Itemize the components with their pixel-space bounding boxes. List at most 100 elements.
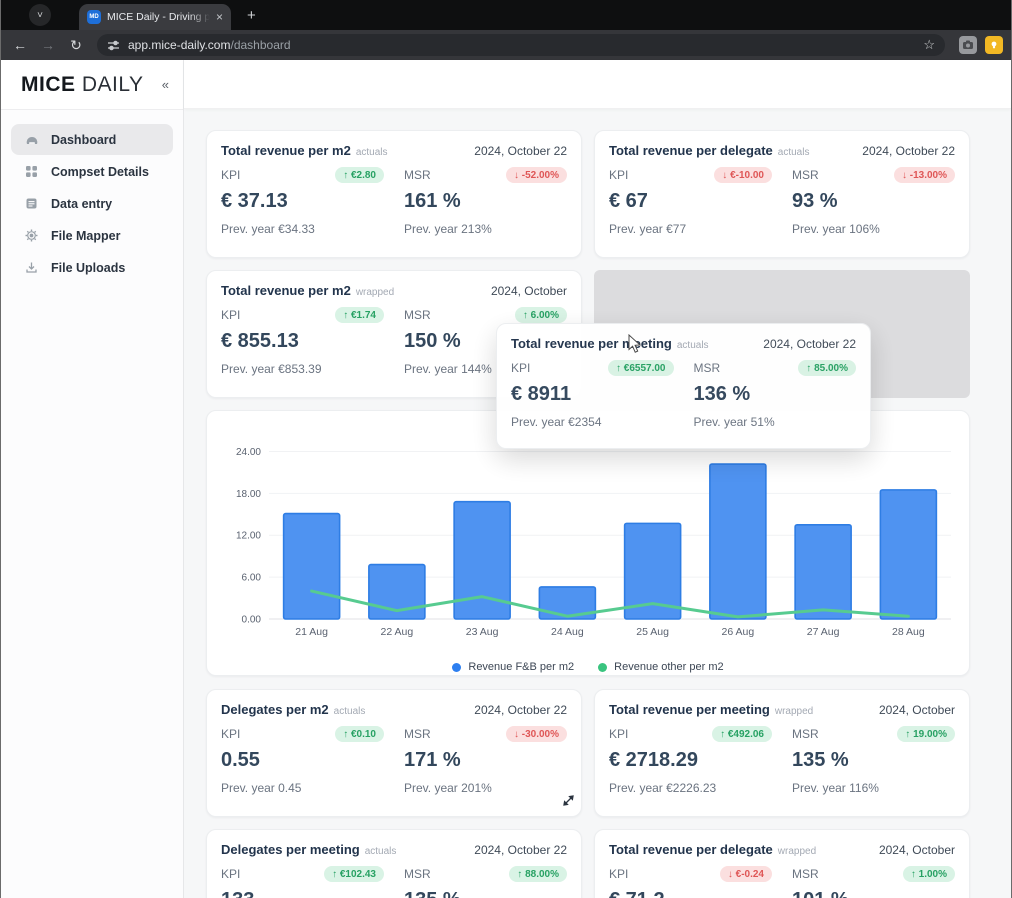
card-tag: actuals bbox=[364, 846, 397, 857]
msr-label: MSR bbox=[404, 308, 431, 322]
sidebar: MICE DAILY « Dashboard Compset Details Dat… bbox=[1, 60, 184, 898]
legend-label: Revenue F&B per m2 bbox=[468, 661, 575, 673]
svg-text:18.00: 18.00 bbox=[236, 489, 261, 500]
kpi-card-total-revenue-per-meeting-actuals[interactable]: Total revenue per meeting actuals 2024, … bbox=[496, 323, 871, 449]
kpi-label: KPI bbox=[221, 308, 241, 322]
logo-row: MICE DAILY « bbox=[1, 60, 183, 110]
kpi-value: 0.55 bbox=[221, 749, 260, 771]
msr-value: 150 % bbox=[404, 330, 461, 352]
msr-label: MSR bbox=[792, 727, 819, 741]
kpi-card-delegates-per-m2-actuals[interactable]: Delegates per m2 actuals 2024, October 2… bbox=[206, 689, 582, 817]
extension-icon[interactable] bbox=[985, 36, 1003, 54]
site-favicon: MD bbox=[87, 10, 101, 24]
sidebar-nav: Dashboard Compset Details Data entry File M… bbox=[1, 110, 183, 297]
address-bar[interactable]: app.mice-daily.com/dashboard ☆ bbox=[97, 34, 945, 56]
legend-item[interactable]: Revenue F&B per m2 bbox=[452, 661, 574, 673]
download-icon bbox=[25, 261, 39, 275]
app-logo: MICE DAILY bbox=[21, 72, 144, 96]
bookmark-star-icon[interactable]: ☆ bbox=[923, 37, 935, 52]
sidebar-item-file-uploads[interactable]: File Uploads bbox=[11, 252, 173, 283]
msr-change-badge: ↓ -52.00% bbox=[505, 167, 567, 183]
msr-value: 136 % bbox=[693, 383, 751, 405]
msr-label: MSR bbox=[404, 168, 431, 182]
kpi-label: KPI bbox=[221, 168, 241, 182]
card-date: 2024, October 22 bbox=[763, 337, 856, 351]
msr-label: MSR bbox=[792, 867, 819, 881]
card-tag: wrapped bbox=[774, 706, 814, 717]
card-date: 2024, October 22 bbox=[862, 144, 955, 158]
card-title: Total revenue per delegate bbox=[609, 842, 773, 857]
screenshot-extension-icon[interactable] bbox=[959, 36, 977, 54]
dashboard-app: MICE DAILY « Dashboard Compset Details Dat… bbox=[1, 60, 1011, 898]
kpi-card-total-revenue-per-delegate-wrapped[interactable]: Total revenue per delegate wrapped 2024,… bbox=[594, 829, 970, 898]
revenue-bar-chart[interactable]: 0.00 6.00 12.00 18.00 24.00 21 Aug 22 Aug 23 Au… bbox=[219, 425, 957, 660]
sidebar-item-compset-details[interactable]: Compset Details bbox=[11, 156, 173, 187]
msr-label: MSR bbox=[404, 727, 431, 741]
svg-text:25 Aug: 25 Aug bbox=[636, 626, 669, 638]
sidebar-collapse-icon[interactable]: « bbox=[161, 77, 169, 92]
card-tag: wrapped bbox=[777, 846, 817, 857]
msr-prev-year: Prev. year 106% bbox=[792, 222, 880, 236]
kpi-label: KPI bbox=[511, 361, 531, 375]
kpi-label: KPI bbox=[609, 867, 629, 881]
kpi-prev-year: Prev. year 0.45 bbox=[221, 781, 302, 795]
kpi-card-total-revenue-per-m2-actuals[interactable]: Total revenue per m2 actuals 2024, Octob… bbox=[206, 130, 582, 258]
forward-icon[interactable]: → bbox=[41, 37, 55, 53]
card-tag: actuals bbox=[333, 706, 366, 717]
kpi-card-total-revenue-per-meeting-wrapped[interactable]: Total revenue per meeting wrapped 2024, … bbox=[594, 689, 970, 817]
site-settings-icon[interactable] bbox=[107, 39, 120, 52]
browser-tab[interactable]: MD MICE Daily - Driving performan × bbox=[79, 4, 231, 30]
gear-icon bbox=[25, 229, 39, 243]
kpi-value: € 2718.29 bbox=[609, 749, 698, 771]
card-tag: actuals bbox=[777, 147, 810, 158]
browser-tab-strip: ˅ MD MICE Daily - Driving performan × + bbox=[1, 0, 1011, 30]
kpi-change-badge: ↑ €1.74 bbox=[335, 307, 384, 323]
kpi-label: KPI bbox=[609, 727, 629, 741]
sidebar-item-label: Dashboard bbox=[51, 132, 117, 147]
msr-prev-year: Prev. year 213% bbox=[404, 222, 492, 236]
kpi-value: € 855.13 bbox=[221, 330, 299, 352]
card-tag: actuals bbox=[355, 147, 388, 158]
svg-text:12.00: 12.00 bbox=[236, 531, 261, 542]
msr-value: 161 % bbox=[404, 190, 461, 212]
tab-list-chevron-button[interactable]: ˅ bbox=[29, 4, 51, 26]
msr-value: 171 % bbox=[404, 749, 461, 771]
kpi-change-badge: ↑ €2.80 bbox=[335, 167, 384, 183]
card-resize-handle-icon[interactable] bbox=[563, 793, 574, 811]
card-date: 2024, October bbox=[490, 284, 567, 298]
card-title: Total revenue per meeting bbox=[609, 702, 770, 717]
kpi-card-total-revenue-per-delegate-actuals[interactable]: Total revenue per delegate actuals 2024,… bbox=[594, 130, 970, 258]
data-entry-icon bbox=[25, 197, 39, 211]
card-date: 2024, October 22 bbox=[474, 703, 567, 717]
new-tab-button[interactable]: + bbox=[247, 7, 256, 24]
msr-value: 93 % bbox=[792, 190, 838, 212]
kpi-label: KPI bbox=[221, 727, 241, 741]
sidebar-item-data-entry[interactable]: Data entry bbox=[11, 188, 173, 219]
sidebar-item-dashboard[interactable]: Dashboard bbox=[11, 124, 173, 155]
card-date: 2024, October bbox=[878, 843, 955, 857]
revenue-chart-card: 0.00 6.00 12.00 18.00 24.00 21 Aug 22 Aug 23 Au… bbox=[206, 410, 970, 676]
card-title: Total revenue per m2 bbox=[221, 143, 351, 158]
sidebar-item-file-mapper[interactable]: File Mapper bbox=[11, 220, 173, 251]
kpi-change-badge: ↑ €492.06 bbox=[712, 726, 772, 742]
back-icon[interactable]: ← bbox=[13, 37, 27, 53]
legend-item[interactable]: Revenue other per m2 bbox=[598, 661, 724, 673]
kpi-card-delegates-per-meeting-actuals[interactable]: Delegates per meeting actuals 2024, Octo… bbox=[206, 829, 582, 898]
msr-label: MSR bbox=[404, 867, 431, 881]
card-tag: actuals bbox=[676, 340, 709, 351]
sidebar-item-label: Compset Details bbox=[51, 164, 149, 179]
msr-change-badge: ↑ 85.00% bbox=[798, 360, 856, 376]
card-title: Delegates per m2 bbox=[221, 702, 329, 717]
reload-icon[interactable]: ↻ bbox=[70, 36, 82, 53]
svg-text:6.00: 6.00 bbox=[242, 573, 262, 584]
legend-label: Revenue other per m2 bbox=[614, 661, 724, 673]
kpi-prev-year: Prev. year €853.39 bbox=[221, 362, 322, 376]
grid-icon bbox=[25, 165, 39, 179]
msr-change-badge: ↑ 88.00% bbox=[509, 866, 567, 882]
sidebar-item-label: File Uploads bbox=[51, 260, 126, 275]
svg-text:23 Aug: 23 Aug bbox=[466, 626, 499, 638]
svg-text:24 Aug: 24 Aug bbox=[551, 626, 584, 638]
tab-close-icon[interactable]: × bbox=[215, 10, 223, 24]
main-header bbox=[184, 60, 1011, 109]
msr-prev-year: Prev. year 51% bbox=[693, 415, 775, 429]
